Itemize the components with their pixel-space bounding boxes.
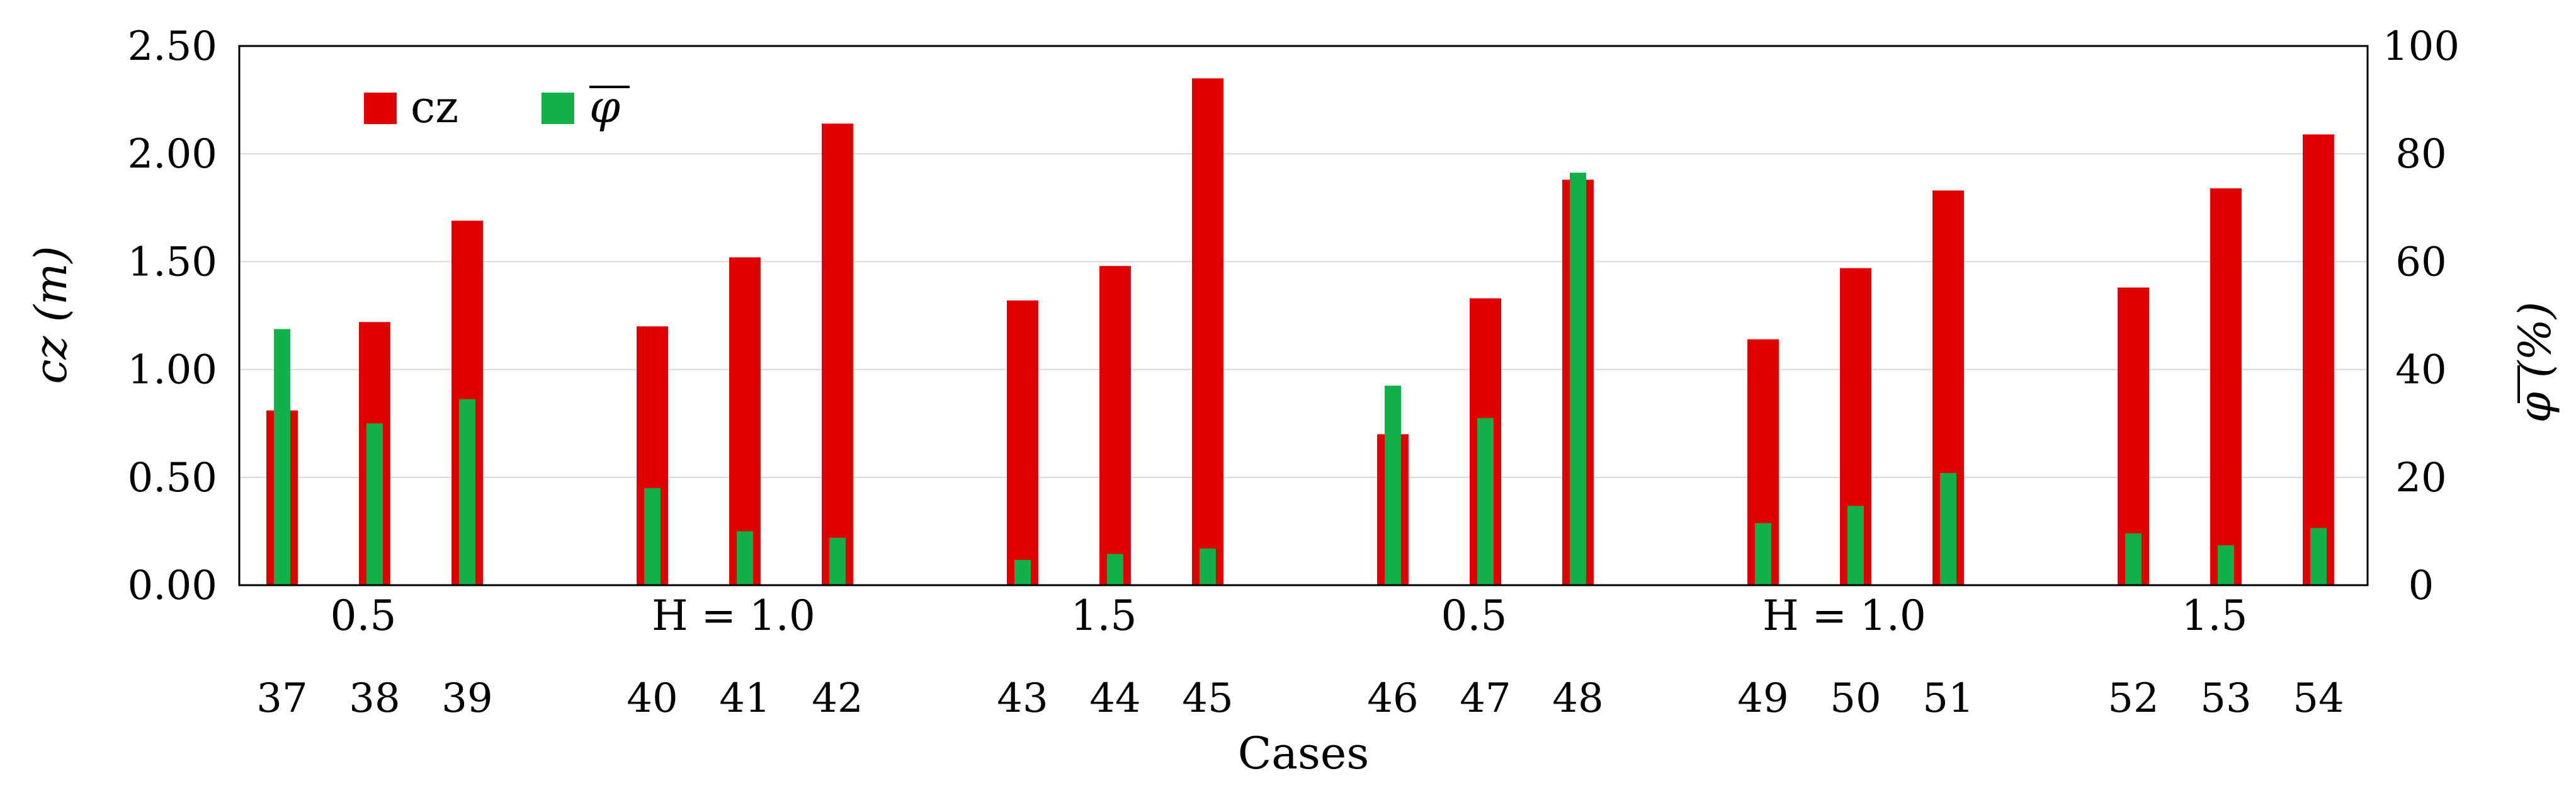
category-label: 45	[1182, 675, 1233, 722]
bar-phi	[274, 329, 290, 585]
left-tick-label: 0.00	[128, 562, 218, 609]
bar-cz	[1007, 300, 1038, 585]
bar-phi	[1847, 506, 1864, 585]
group-label: 1.5	[2182, 591, 2248, 640]
bar-phi	[459, 399, 475, 585]
category-label: 42	[812, 675, 863, 722]
bar-cz	[729, 257, 761, 585]
group-label: H = 1.0	[1762, 591, 1926, 640]
legend-label-cz: cz	[411, 81, 458, 133]
category-label: 47	[1460, 675, 1511, 722]
grid-lines	[239, 153, 2368, 478]
category-label: 44	[1089, 675, 1140, 722]
right-tick-label: 80	[2395, 131, 2446, 178]
left-tick-label: 0.50	[128, 455, 218, 501]
group-labels: 0.5 H = 1.0 1.5 0.5 H = 1.0 1.5	[331, 591, 2248, 640]
group-label: H = 1.0	[652, 591, 815, 640]
legend-swatch-phi	[542, 93, 574, 124]
category-label: 41	[719, 675, 770, 722]
bar-phi	[1014, 559, 1031, 585]
category-label: 46	[1367, 675, 1418, 722]
category-label: 54	[2293, 675, 2344, 722]
bar-phi	[1107, 554, 1123, 585]
bar-phi	[366, 423, 383, 585]
right-tick-label: 40	[2395, 347, 2446, 394]
left-tick-label: 1.50	[128, 239, 218, 285]
category-label: 40	[627, 675, 678, 722]
category-label: 53	[2200, 675, 2251, 722]
bar-cz	[822, 123, 853, 586]
left-axis-label: cz (m)	[25, 246, 77, 384]
legend: cz φ	[364, 81, 630, 133]
bar-phi	[2125, 533, 2142, 585]
category-label: 43	[997, 675, 1048, 722]
bar-cz	[2303, 134, 2334, 585]
category-label: 50	[1830, 675, 1881, 722]
category-label: 37	[256, 675, 307, 722]
category-label: 52	[2108, 675, 2159, 722]
bar-cz	[1192, 78, 1223, 586]
category-label: 51	[1922, 675, 1973, 722]
bar-phi	[1200, 548, 1216, 585]
left-tick-label: 2.00	[128, 131, 218, 178]
category-label: 49	[1737, 675, 1788, 722]
bar-phi	[1477, 418, 1494, 585]
left-tick-label: 2.50	[128, 23, 218, 70]
right-tick-label: 100	[2383, 23, 2460, 70]
right-axis-label: φ (%)	[2509, 302, 2561, 423]
group-label: 0.5	[1441, 591, 1507, 640]
bar-phi	[2310, 528, 2327, 585]
group-label: 1.5	[1071, 591, 1137, 640]
bar-phi	[644, 488, 661, 585]
right-axis-ticks: 0 20 40 60 80 100	[2383, 23, 2460, 609]
category-labels: 37 38 39 40 41 42 43 44 45 46 47 48 49 50 51 52 53 54	[256, 675, 2344, 722]
right-tick-label: 20	[2395, 455, 2446, 501]
right-tick-label: 0	[2409, 562, 2434, 609]
bar-phi	[1385, 385, 1401, 585]
right-tick-label: 60	[2395, 239, 2446, 285]
bar-phi	[1940, 472, 1956, 585]
bar-phi	[1755, 523, 1771, 585]
group-label: 0.5	[331, 591, 397, 640]
bar-phi	[737, 531, 753, 585]
category-label: 39	[441, 675, 492, 722]
category-label: 38	[349, 675, 400, 722]
bars	[266, 78, 2334, 586]
bar-phi	[829, 537, 846, 585]
left-tick-label: 1.00	[128, 347, 218, 394]
x-axis-label: Cases	[1238, 728, 1370, 779]
legend-label-phi: φ	[589, 81, 620, 133]
bar-cz	[1099, 266, 1131, 585]
plot-frame	[238, 45, 2369, 586]
category-label: 48	[1552, 675, 1603, 722]
bar-cz	[2210, 188, 2242, 585]
bar-phi	[2218, 545, 2234, 585]
legend-swatch-cz	[364, 93, 397, 124]
left-axis-ticks: 0.00 0.50 1.00 1.50 2.00 2.50	[128, 23, 218, 609]
bar-phi	[1570, 173, 1586, 585]
